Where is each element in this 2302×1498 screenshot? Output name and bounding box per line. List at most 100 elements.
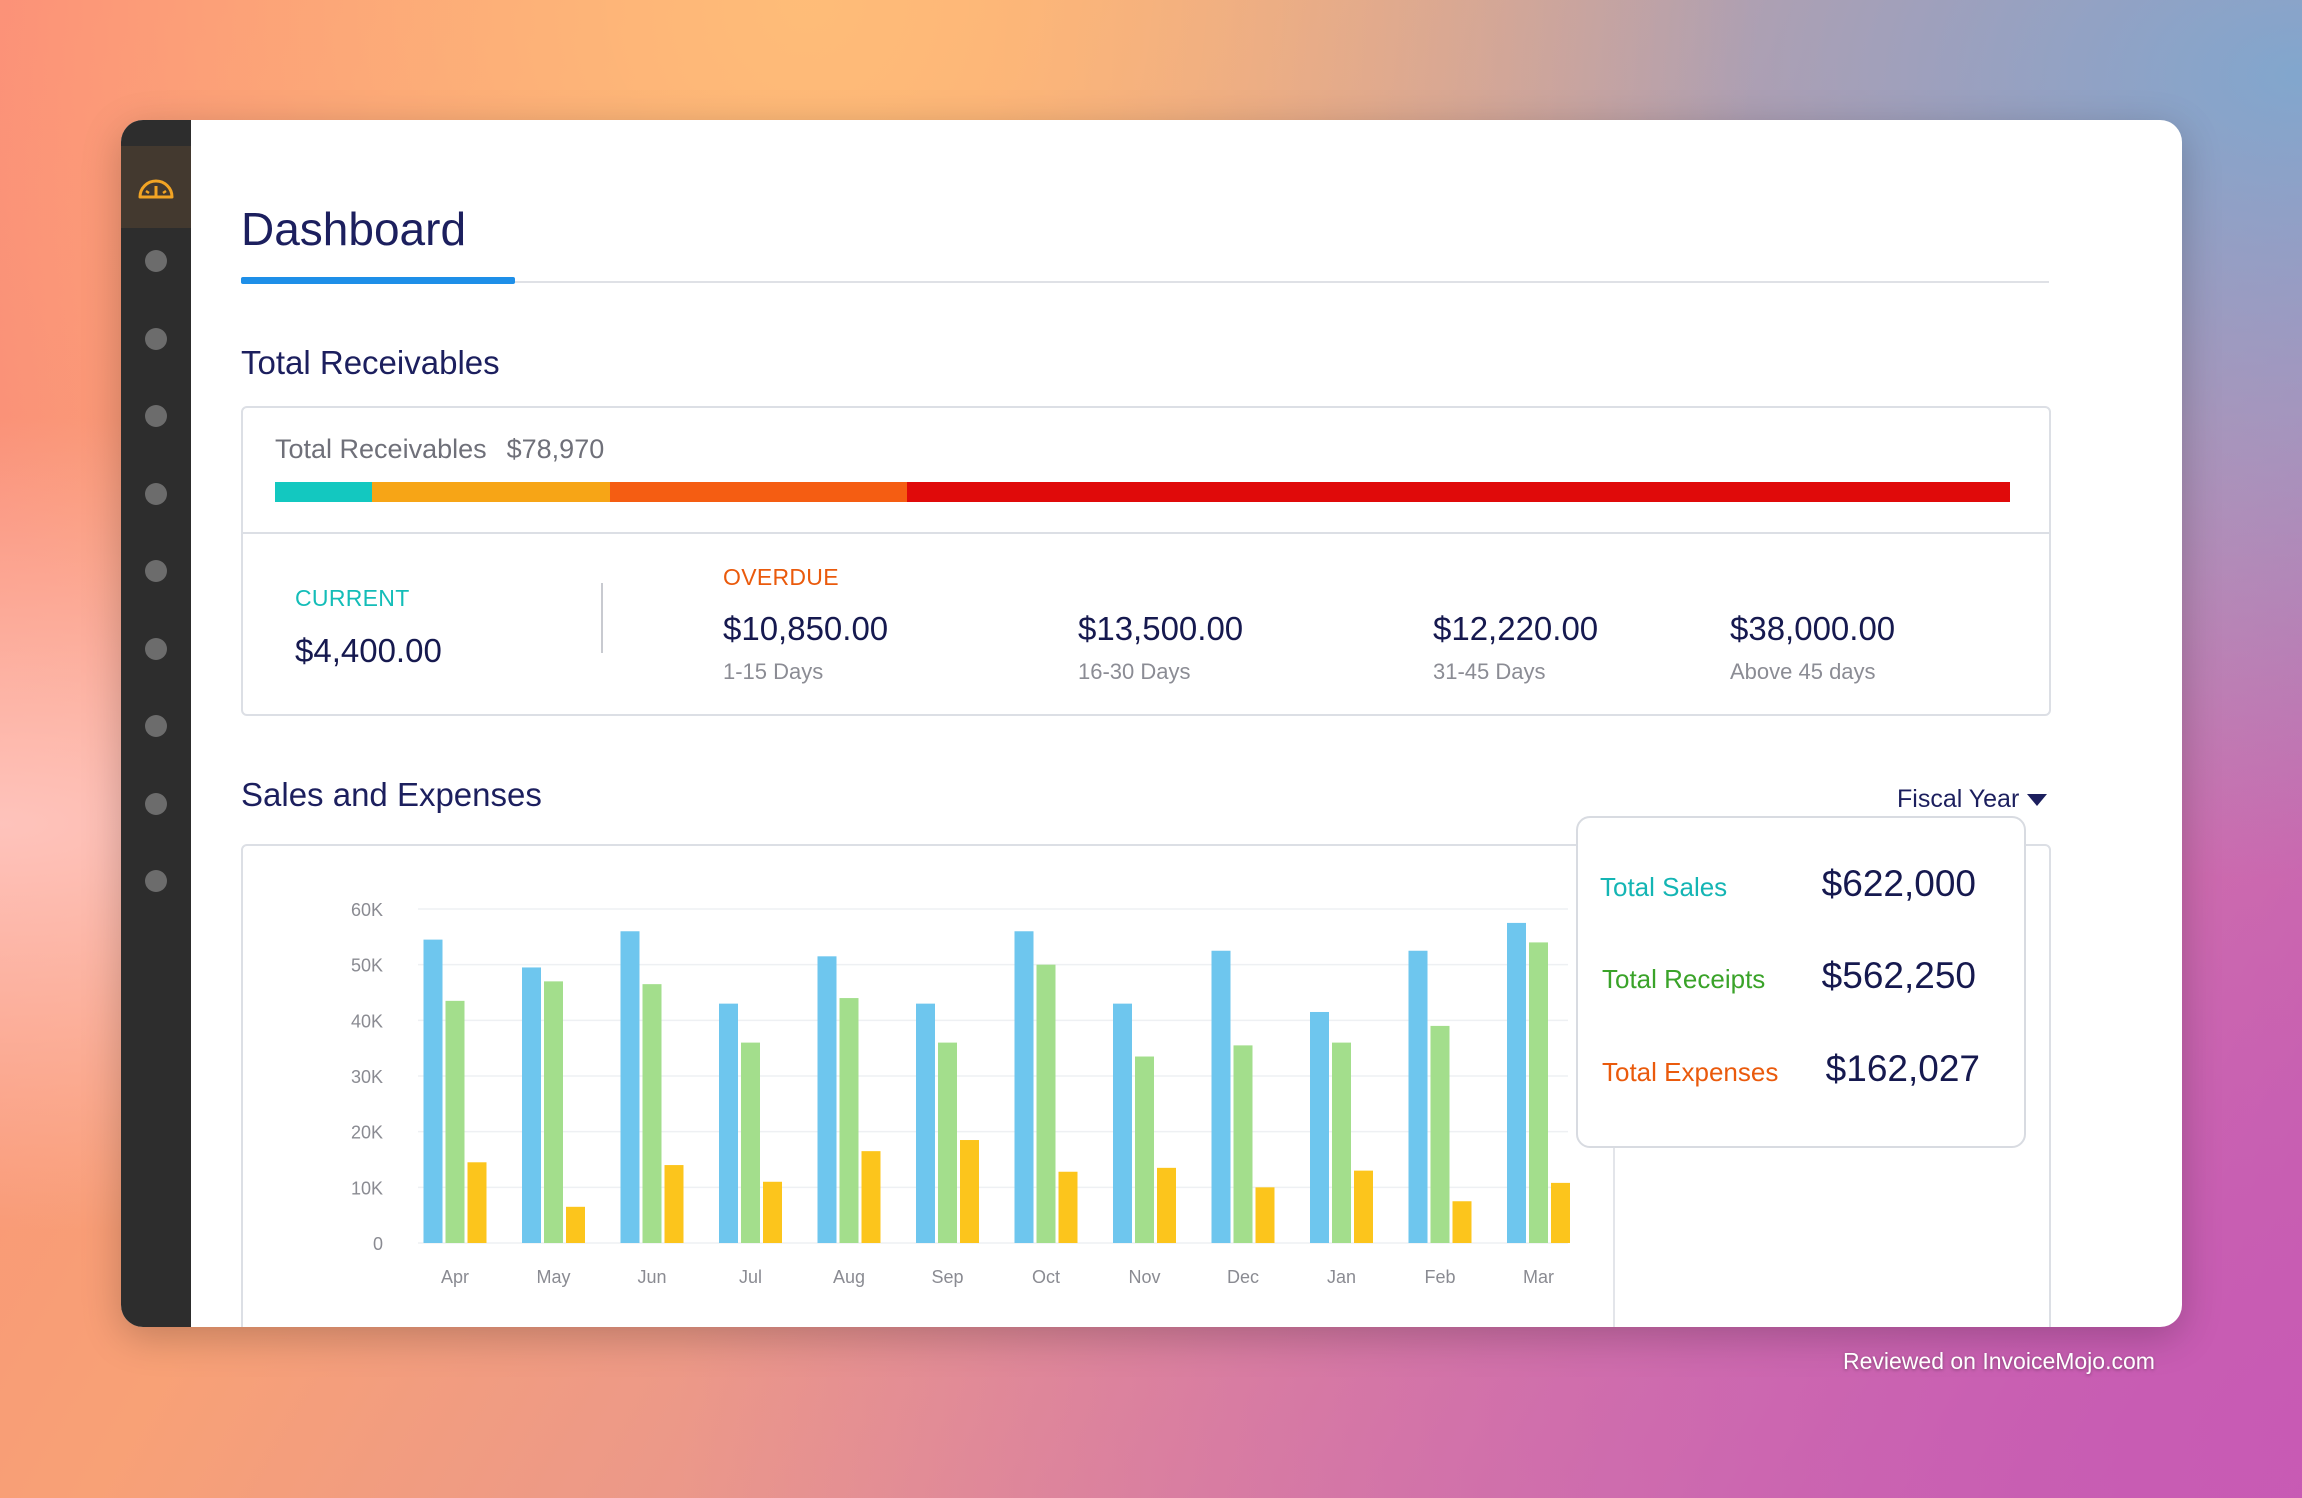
total-sales-row: Total Sales $622,000 <box>1600 863 1976 905</box>
bar-nov-series-1 <box>1113 1003 1132 1243</box>
bar-aug-series-2 <box>839 998 859 1243</box>
bar-sep-series-2 <box>938 1042 957 1243</box>
y-tick-label: 60K <box>351 900 383 920</box>
x-tick-label: Aug <box>833 1267 865 1287</box>
y-tick-label: 10K <box>351 1178 383 1198</box>
sidebar-nav-item-5[interactable] <box>145 560 167 582</box>
y-tick-label: 0 <box>373 1234 383 1254</box>
y-tick-label: 40K <box>351 1011 383 1031</box>
bar-oct-series-2 <box>1036 964 1056 1243</box>
speedometer-icon <box>138 179 174 199</box>
receivables-card: Total Receivables $78,970 CURRENT $4,400.… <box>241 406 2051 716</box>
receivables-bar-segment-16-30 <box>610 482 907 502</box>
current-label: CURRENT <box>295 585 410 611</box>
title-divider <box>241 281 2049 283</box>
total-expenses-label: Total Expenses <box>1602 1057 1779 1087</box>
x-tick-label: Jan <box>1327 1267 1356 1287</box>
sidebar-nav-item-2[interactable] <box>145 327 167 350</box>
page-title: Dashboard <box>241 203 467 255</box>
receivables-bar-segment-31-45-and-above <box>906 482 2010 502</box>
x-tick-label: Sep <box>931 1267 963 1287</box>
bar-sep-series-3 <box>960 1140 979 1243</box>
bar-apr-series-1 <box>423 939 443 1243</box>
y-tick-label: 20K <box>351 1123 383 1143</box>
bar-jun-series-1 <box>620 931 640 1243</box>
receivables-summary-amount: $78,970 <box>506 434 605 464</box>
sidebar-nav-item-9[interactable] <box>145 870 167 892</box>
bar-feb-series-2 <box>1430 1025 1450 1243</box>
bar-mar-series-2 <box>1529 942 1548 1243</box>
bar-oct-series-1 <box>1014 931 1034 1243</box>
x-tick-label: Jun <box>637 1267 666 1287</box>
total-receipts-row: Total Receipts $562,250 <box>1602 955 1976 997</box>
total-expenses-value: $162,027 <box>1825 1048 1980 1089</box>
sidebar-nav-item-7[interactable] <box>145 715 167 737</box>
sidebar <box>121 120 191 1327</box>
total-expenses-row: Total Expenses $162,027 <box>1602 1048 1980 1090</box>
bar-jun-series-2 <box>642 984 662 1243</box>
bar-sep-series-1 <box>916 1003 935 1243</box>
bar-mar-series-3 <box>1551 1182 1570 1243</box>
fiscal-year-label: Fiscal Year <box>1897 785 2020 813</box>
sidebar-nav-item-3[interactable] <box>145 405 167 427</box>
receivables-bar-segment-1-15 <box>371 482 611 502</box>
sidebar-nav-item-8[interactable] <box>145 792 167 815</box>
total-sales-label: Total Sales <box>1600 872 1728 902</box>
bar-nov-series-2 <box>1135 1056 1154 1243</box>
x-tick-label: Oct <box>1032 1267 1060 1287</box>
current-amount: $4,400.00 <box>295 632 442 669</box>
overdue-range-above-45: Above 45 days <box>1730 659 1876 684</box>
x-tick-label: Dec <box>1227 1267 1259 1287</box>
current-overdue-separator <box>601 583 603 653</box>
fiscal-year-dropdown[interactable]: Fiscal Year <box>1897 785 2048 814</box>
bar-nov-series-3 <box>1157 1167 1176 1243</box>
caret-down-icon <box>2027 793 2048 806</box>
bar-jul-series-2 <box>741 1042 760 1243</box>
receivables-bar-segment-current <box>275 482 372 502</box>
y-tick-label: 30K <box>351 1067 383 1087</box>
receivables-section-title: Total Receivables <box>241 344 500 381</box>
sales-totals-card: Total Sales $622,000 Total Receipts $562… <box>1576 816 2026 1148</box>
x-tick-label: Mar <box>1523 1267 1554 1287</box>
bar-oct-series-3 <box>1058 1171 1078 1243</box>
bar-jun-series-3 <box>664 1165 684 1243</box>
bar-feb-series-3 <box>1452 1201 1472 1243</box>
x-tick-label: Nov <box>1128 1267 1160 1287</box>
x-tick-label: Jul <box>739 1267 762 1287</box>
bar-dec-series-3 <box>1255 1187 1275 1243</box>
receivables-progress-bar <box>275 482 2010 502</box>
bar-mar-series-1 <box>1507 922 1526 1243</box>
bar-dec-series-2 <box>1233 1045 1253 1243</box>
overdue-range-16-30: 16-30 Days <box>1078 659 1191 684</box>
total-receipts-label: Total Receipts <box>1602 964 1766 994</box>
y-tick-label: 50K <box>351 956 383 976</box>
overdue-range-31-45: 31-45 Days <box>1433 659 1546 684</box>
bar-jan-series-1 <box>1310 1011 1329 1243</box>
watermark-text: Reviewed on InvoiceMojo.com <box>1843 1348 2155 1374</box>
bar-may-series-2 <box>544 981 563 1243</box>
bar-may-series-3 <box>566 1206 585 1243</box>
receivables-summary-label: Total Receivables <box>275 434 487 464</box>
overdue-label: OVERDUE <box>723 564 839 590</box>
bar-apr-series-3 <box>467 1162 487 1243</box>
sales-expenses-chart: 0 10K 20K 30K 40K 50K 60K Apr May Jun Jul Aug Sep Oct… <box>351 900 1570 1287</box>
overdue-amount-16-30: $13,500.00 <box>1078 610 1244 647</box>
bar-may-series-1 <box>522 967 541 1243</box>
bar-jan-series-3 <box>1354 1170 1373 1243</box>
bar-jul-series-1 <box>719 1003 738 1243</box>
bar-jul-series-3 <box>763 1181 782 1243</box>
x-tick-label: Apr <box>441 1267 469 1287</box>
overdue-amount-31-45: $12,220.00 <box>1433 610 1599 647</box>
sidebar-nav-item-4[interactable] <box>145 482 167 505</box>
x-tick-label: Feb <box>1424 1267 1455 1287</box>
sidebar-nav-item-1[interactable] <box>145 250 167 272</box>
bar-apr-series-2 <box>445 1000 465 1243</box>
overdue-amount-above-45: $38,000.00 <box>1730 610 1896 647</box>
bar-feb-series-1 <box>1408 950 1428 1243</box>
total-sales-value: $622,000 <box>1821 863 1976 904</box>
overdue-range-1-15: 1-15 Days <box>723 659 824 684</box>
sidebar-item-dashboard[interactable] <box>121 146 191 228</box>
sidebar-nav-item-6[interactable] <box>145 637 167 660</box>
bar-aug-series-1 <box>817 956 837 1243</box>
bar-dec-series-1 <box>1211 950 1231 1243</box>
